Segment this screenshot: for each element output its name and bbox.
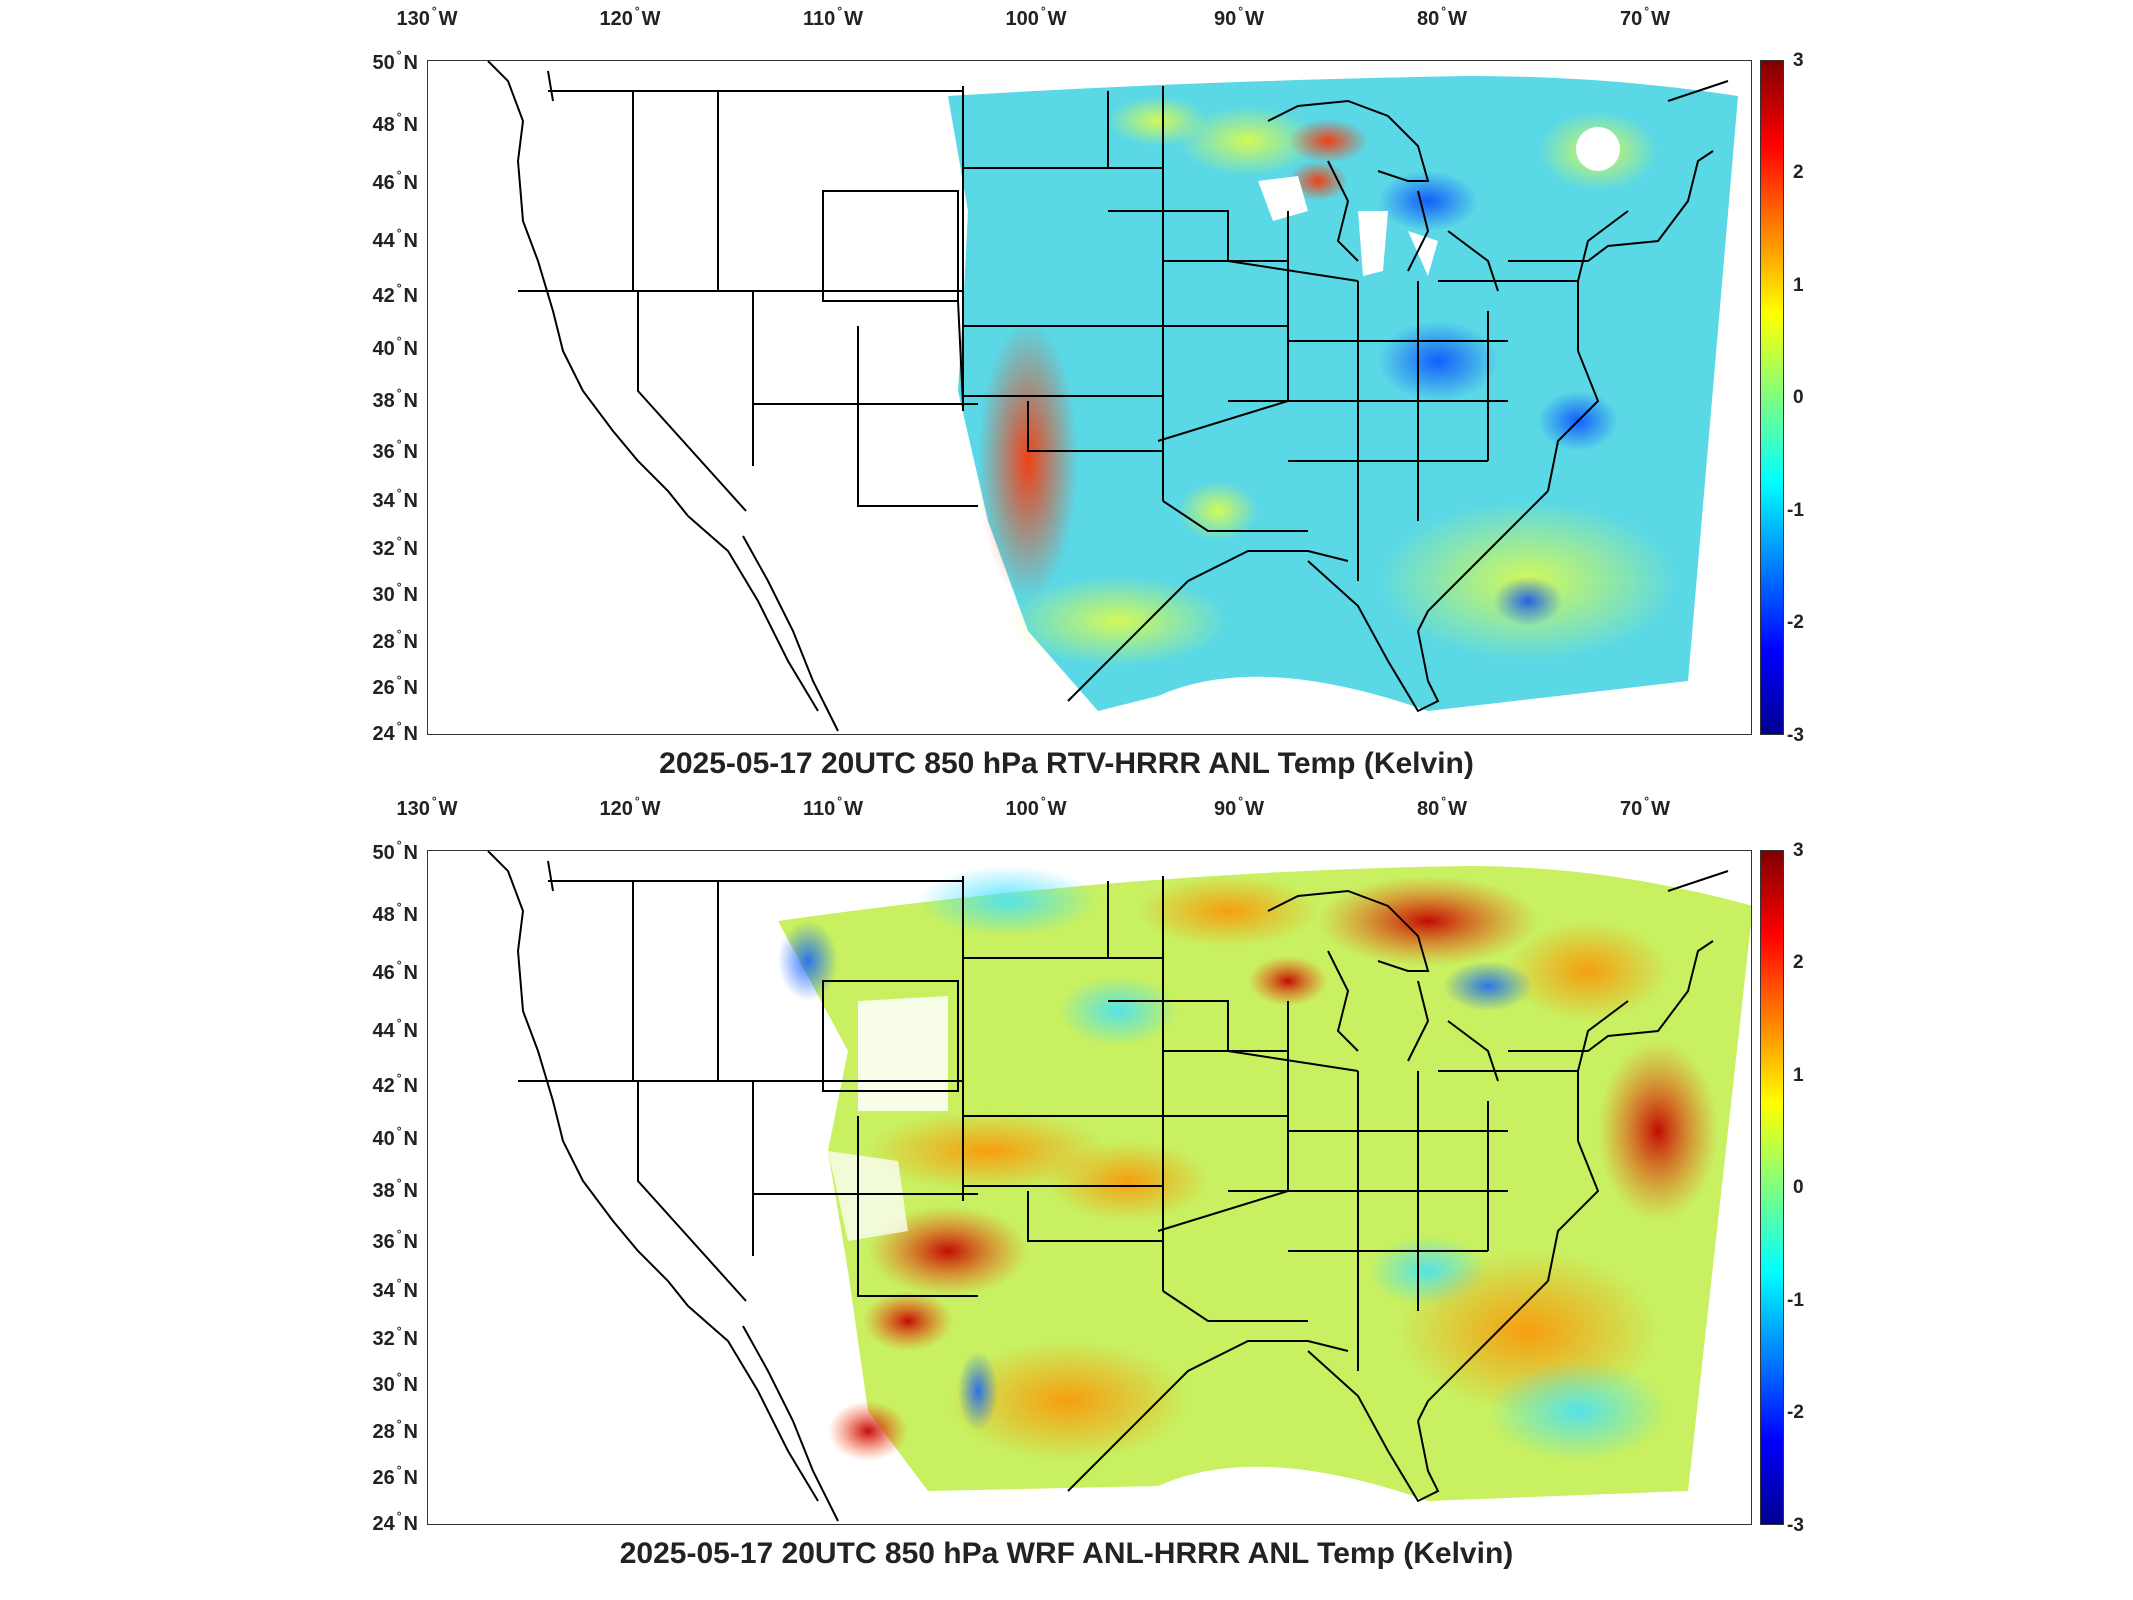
lat-label: 32 ° N: [372, 1324, 418, 1350]
colorbar-tick: -3: [1787, 1515, 1804, 1536]
lat-label: 28 ° N: [372, 627, 418, 653]
lon-label: 130 ° W: [396, 794, 458, 820]
lakes-top: [1258, 127, 1620, 276]
lon-label: 110 ° W: [803, 4, 863, 30]
canada-coast-top: [1667, 80, 1729, 102]
lon-label: 80 ° W: [1417, 794, 1467, 820]
lon-label: 100 ° W: [1005, 4, 1067, 30]
gulf-coast-bottom: [1067, 1340, 1349, 1492]
lat-label: 28 ° N: [372, 1417, 418, 1443]
lat-label: 30 ° N: [372, 1370, 418, 1396]
lat-label: 42 ° N: [372, 281, 418, 307]
colorbar-tick: -1: [1787, 1290, 1804, 1311]
map-canvas-bottom: [487, 851, 1751, 1522]
colorbar-bottom: [1760, 850, 1784, 1525]
colorbar-tick: 3: [1793, 50, 1804, 71]
lat-label: 34 ° N: [372, 486, 418, 512]
lat-label: 46 ° N: [372, 958, 418, 984]
lon-label: 120 ° W: [599, 794, 661, 820]
great-lakes-bottom: [1267, 889, 1714, 1503]
colorbar-tick: 0: [1793, 1177, 1804, 1198]
lon-label: 110 ° W: [803, 794, 863, 820]
lat-label: 38 ° N: [372, 386, 418, 412]
lon-label: 120 ° W: [599, 4, 661, 30]
panel-title-bottom: 2025-05-17 20UTC 850 hPa WRF ANL-HRRR AN…: [619, 1537, 1514, 1570]
lat-label: 36 ° N: [372, 1227, 418, 1253]
lat-label: 50 ° N: [372, 838, 418, 864]
lat-label: 50 ° N: [372, 48, 418, 74]
great-lakes-top: [1267, 99, 1714, 713]
colorbar-tick: 3: [1793, 840, 1804, 861]
colorbar-tick: 1: [1793, 1065, 1804, 1086]
state-borders-bottom: [518, 876, 1629, 1371]
colorbar-tick: 2: [1793, 162, 1804, 183]
coastlines-top: [487, 61, 839, 732]
lat-label: 38 ° N: [372, 1176, 418, 1202]
lat-label: 26 ° N: [372, 1463, 418, 1489]
lat-label: 30 ° N: [372, 580, 418, 606]
colorbar-tick: -2: [1787, 1402, 1804, 1423]
lon-label: 90 ° W: [1214, 794, 1264, 820]
map-plot-area-top: [427, 60, 1752, 735]
colorbar-tick: 0: [1793, 387, 1804, 408]
lon-label: 100 ° W: [1005, 794, 1067, 820]
lat-label: 42 ° N: [372, 1071, 418, 1097]
lat-label: 34 ° N: [372, 1276, 418, 1302]
lon-label: 130 ° W: [396, 4, 458, 30]
colorbar-tick: -1: [1787, 500, 1804, 521]
lon-label: 90 ° W: [1214, 4, 1264, 30]
lat-label: 44 ° N: [372, 226, 418, 252]
lat-label: 26 ° N: [372, 673, 418, 699]
lat-label: 48 ° N: [372, 900, 418, 926]
coastlines-bottom: [487, 851, 839, 1522]
lat-label: 32 ° N: [372, 534, 418, 560]
anomaly-features-top: [978, 96, 1678, 666]
lat-label: 24 ° N: [372, 719, 418, 745]
map-canvas-top: [487, 61, 1738, 732]
lat-label: 40 ° N: [372, 1124, 418, 1150]
lat-label: 48 ° N: [372, 110, 418, 136]
lat-label: 36 ° N: [372, 437, 418, 463]
colorbar-tick: 1: [1793, 275, 1804, 296]
gulf-coast-top: [1067, 550, 1349, 702]
lat-label: 40 ° N: [372, 334, 418, 360]
lat-label: 46 ° N: [372, 168, 418, 194]
lat-label: 24 ° N: [372, 1509, 418, 1535]
panel-title-top: 2025-05-17 20UTC 850 hPa RTV-HRRR ANL Te…: [659, 747, 1474, 780]
lon-label: 70 ° W: [1620, 4, 1670, 30]
lon-label: 80 ° W: [1417, 4, 1467, 30]
map-plot-area-bottom: [427, 850, 1752, 1525]
colorbar-tick: -3: [1787, 725, 1804, 746]
canada-coast-bottom: [1667, 870, 1729, 892]
colorbar-top: [1760, 60, 1784, 735]
lon-label: 70 ° W: [1620, 794, 1670, 820]
colorbar-tick: 2: [1793, 952, 1804, 973]
colorbar-tick: -2: [1787, 612, 1804, 633]
lat-label: 44 ° N: [372, 1016, 418, 1042]
lakes-bottom: [828, 996, 948, 1241]
